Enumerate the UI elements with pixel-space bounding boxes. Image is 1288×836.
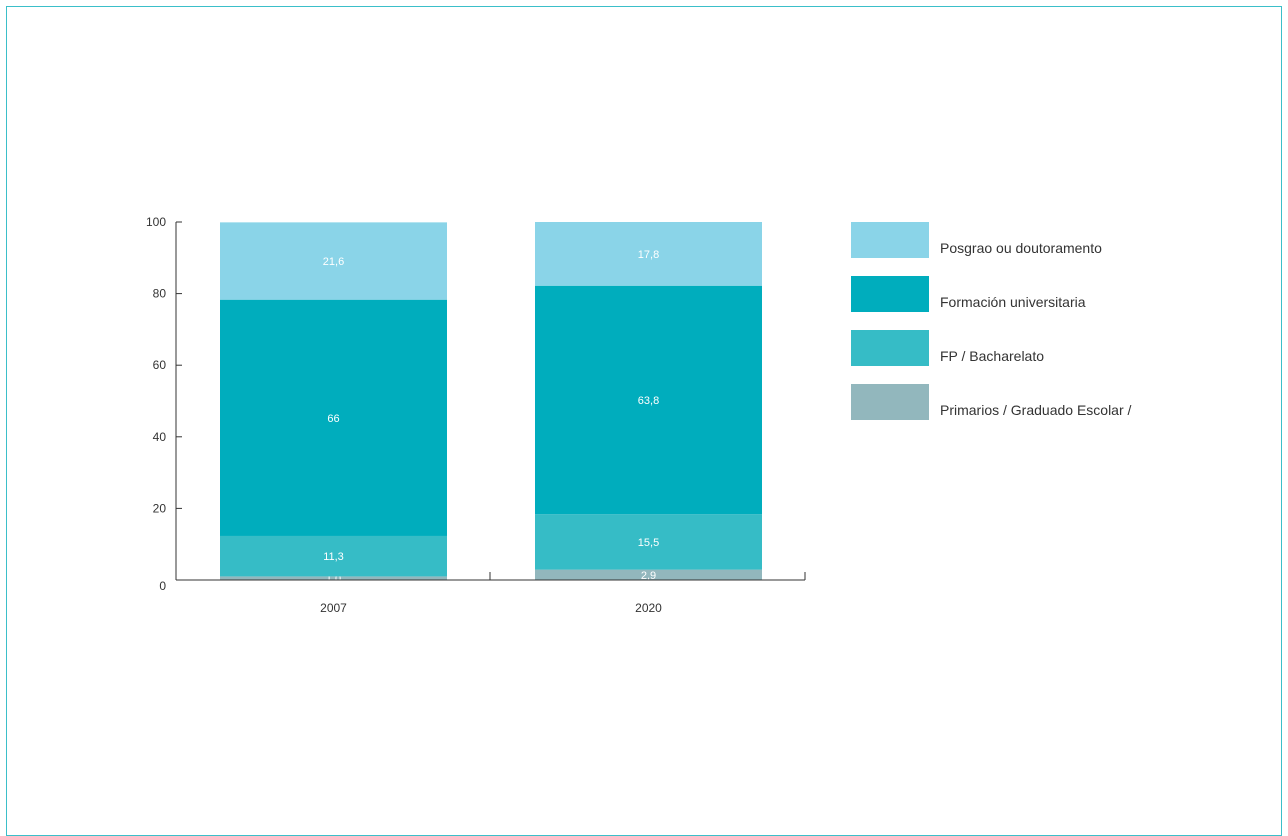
data-label-2020-1: 15,5 xyxy=(638,537,659,549)
x-tick-label-2007: 2007 xyxy=(320,601,347,615)
data-label-2007-1: 11,3 xyxy=(323,551,344,563)
x-tick-label-2020: 2020 xyxy=(635,601,662,615)
legend-label-formacion: Formación universitaria xyxy=(940,294,1086,310)
data-label-2007-2: 66 xyxy=(327,413,339,425)
bar-segment-2020-3 xyxy=(535,222,762,286)
y-tick-label-100: 100 xyxy=(146,215,166,229)
y-tick-label-40: 40 xyxy=(153,430,167,444)
bar-segment-2007-0 xyxy=(220,576,447,580)
bar-segment-2007-2 xyxy=(220,299,447,536)
legend-swatch-formacion xyxy=(851,276,929,312)
data-label-2020-0: 2,9 xyxy=(641,570,656,582)
bar-segment-2007-3 xyxy=(220,222,447,300)
legend-swatch-primarios xyxy=(851,384,929,420)
y-tick-label-60: 60 xyxy=(153,358,167,372)
bar-segment-2020-2 xyxy=(535,285,762,515)
data-label-2020-2: 63,8 xyxy=(638,395,659,407)
legend-label-fp: FP / Bacharelato xyxy=(940,348,1045,364)
y-tick-label-80: 80 xyxy=(153,287,167,301)
y-tick-label-20: 20 xyxy=(153,501,167,515)
bar-segment-2020-1 xyxy=(535,514,762,570)
legend-label-posgrao: Posgrao ou doutoramento xyxy=(940,240,1102,256)
legend-swatch-fp xyxy=(851,330,929,366)
y-tick-label-0: 0 xyxy=(159,579,166,593)
bar-segment-2020-0 xyxy=(535,569,762,580)
bar-segment-2007-1 xyxy=(220,535,447,577)
data-label-2007-3: 21,6 xyxy=(323,256,344,268)
legend-label-primarios: Primarios / Graduado Escolar / xyxy=(940,402,1132,418)
legend-swatch-posgrao xyxy=(851,222,929,258)
data-label-2020-3: 17,8 xyxy=(638,249,659,261)
